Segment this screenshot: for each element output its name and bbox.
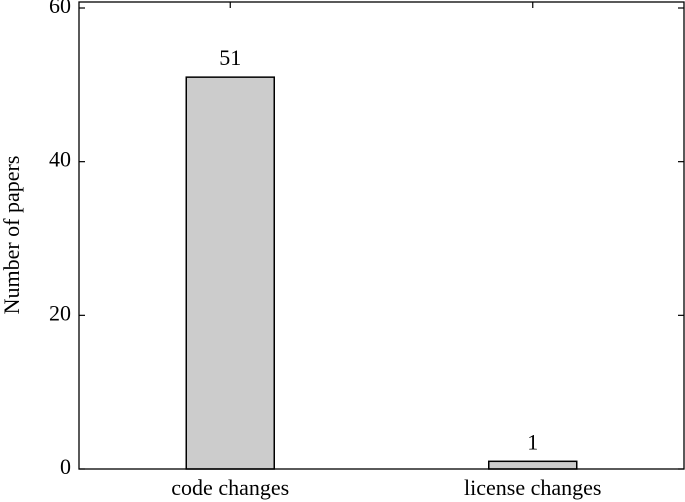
bar bbox=[488, 460, 578, 470]
value-label: 1 bbox=[527, 429, 538, 454]
y-tick-label: 20 bbox=[49, 300, 71, 325]
x-tick-label: license changes bbox=[464, 475, 601, 500]
y-tick-label: 40 bbox=[49, 147, 71, 172]
x-tick-label: code changes bbox=[171, 475, 289, 500]
value-label: 51 bbox=[219, 45, 241, 70]
y-axis-label: Number of papers bbox=[0, 156, 24, 315]
y-tick-label: 60 bbox=[49, 0, 71, 18]
plot-frame bbox=[78, 1, 685, 470]
bar bbox=[185, 76, 275, 470]
y-tick-label: 0 bbox=[60, 454, 71, 479]
